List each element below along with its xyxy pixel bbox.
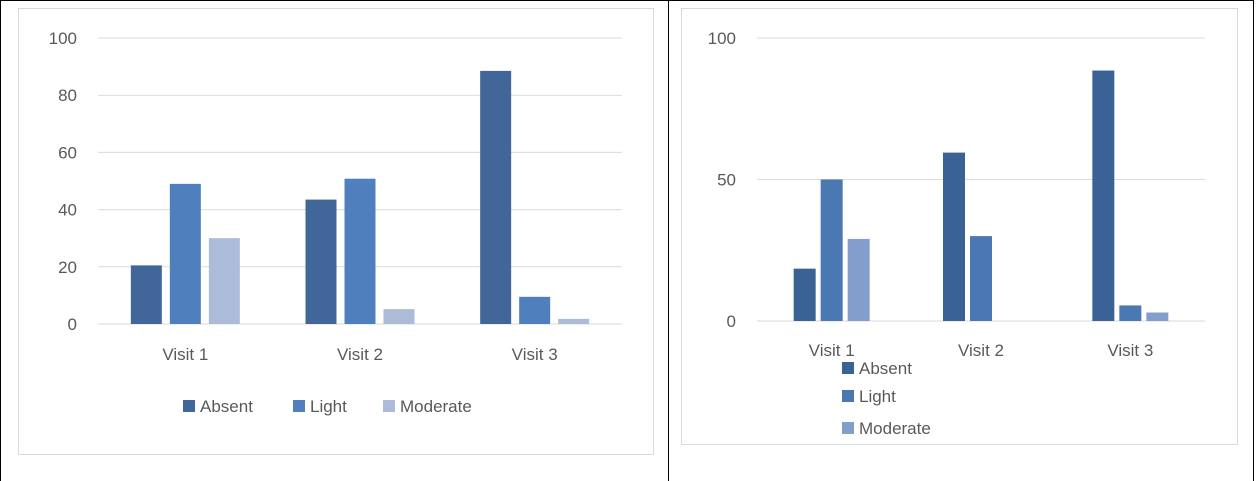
- left-chart-legend-label-light: Light: [310, 397, 347, 416]
- right-chart-bar-light-2: [970, 236, 992, 321]
- left-chart-x-category-label: Visit 3: [512, 345, 558, 364]
- right-chart-legend-label-moderate: Moderate: [859, 419, 931, 438]
- right-chart-legend-swatch-moderate: [842, 422, 854, 434]
- right-chart-y-tick-label: 50: [717, 171, 736, 190]
- right-chart-legend-label-light: Light: [859, 387, 896, 406]
- table-border-left: [0, 0, 1, 481]
- left-chart-y-tick-label: 100: [49, 29, 77, 48]
- right-chart-bar-light-3: [1119, 305, 1142, 321]
- right-chart-y-tick-label: 0: [727, 312, 736, 331]
- chart-panel-left: [18, 8, 654, 455]
- right-chart-y-tick-label: 100: [708, 29, 736, 48]
- left-chart-y-tick-label: 40: [58, 201, 77, 220]
- right-chart-legend-swatch-light: [842, 390, 854, 402]
- left-chart-legend-swatch-light: [293, 400, 305, 412]
- left-chart-y-tick-label: 0: [68, 315, 77, 334]
- left-chart-y-tick-label: 80: [58, 86, 77, 105]
- right-chart-bar-light-1: [820, 179, 843, 321]
- right-chart-legend-swatch-absent: [842, 362, 854, 374]
- left-chart-legend-swatch-absent: [183, 400, 195, 412]
- left-chart-legend-label-absent: Absent: [200, 397, 253, 416]
- left-chart-x-category-label: Visit 1: [162, 345, 208, 364]
- right-chart-x-category-label: Visit 1: [809, 341, 855, 360]
- table-border-top: [0, 0, 1254, 1]
- left-chart-bar-absent-2: [305, 199, 337, 324]
- left-chart-legend-label-moderate: Moderate: [400, 397, 472, 416]
- left-chart-bar-light-3: [519, 296, 551, 324]
- left-chart-bar-moderate-1: [208, 238, 240, 324]
- left-chart-bar-absent-1: [130, 265, 162, 324]
- right-chart-bar-moderate-1: [847, 238, 870, 321]
- left-chart-bar-light-2: [344, 178, 376, 324]
- left-chart-y-tick-label: 20: [58, 258, 77, 277]
- right-chart-bar-absent-3: [1092, 70, 1115, 321]
- table-border-middle: [668, 0, 669, 481]
- right-chart-bar-moderate-3: [1146, 312, 1169, 321]
- right-chart-legend-label-absent: Absent: [859, 359, 912, 378]
- right-chart-bar-absent-2: [943, 152, 965, 321]
- left-chart-bar-light-1: [169, 183, 201, 324]
- left-chart-bar-moderate-3: [558, 318, 590, 324]
- table-border-right: [1253, 0, 1254, 481]
- right-chart-x-category-label: Visit 2: [958, 341, 1004, 360]
- left-chart-bar-moderate-2: [383, 309, 415, 324]
- right-chart-x-category-label: Visit 3: [1107, 341, 1153, 360]
- left-chart-legend-swatch-moderate: [383, 400, 395, 412]
- right-chart-bar-absent-1: [793, 268, 816, 321]
- left-chart-bar-absent-3: [480, 70, 512, 324]
- left-chart-y-tick-label: 60: [58, 143, 77, 162]
- left-chart-x-category-label: Visit 2: [337, 345, 383, 364]
